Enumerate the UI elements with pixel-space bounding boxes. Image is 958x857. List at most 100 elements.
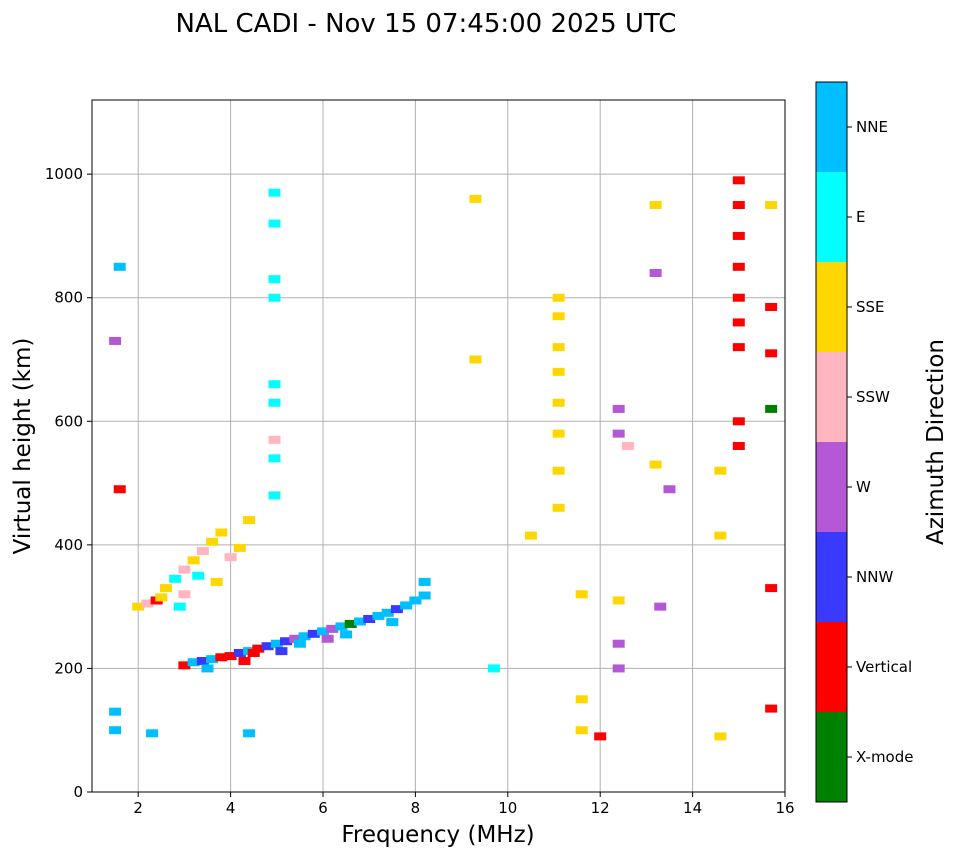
data-point	[317, 627, 329, 636]
data-point	[206, 655, 219, 664]
data-point	[224, 652, 237, 661]
data-point	[224, 553, 237, 562]
x-tick-label: 2	[133, 799, 143, 817]
data-point	[132, 602, 145, 611]
colorbar-tick-label: Vertical	[856, 658, 912, 676]
colorbar: X-mode Vertical NNW W SSW SSE E NNE	[815, 81, 913, 803]
data-point	[612, 404, 625, 413]
data-point	[187, 556, 200, 565]
data-point	[201, 664, 214, 673]
data-point	[192, 571, 205, 580]
data-point	[552, 343, 565, 352]
x-tick-label: 8	[411, 799, 421, 817]
data-point	[268, 435, 281, 444]
data-point	[469, 355, 482, 364]
data-point	[215, 528, 228, 537]
data-point	[293, 639, 306, 648]
x-tick-label: 14	[683, 799, 702, 817]
chart-title: NAL CADI - Nov 15 07:45:00 2025 UTC	[176, 9, 677, 39]
data-point	[340, 630, 353, 639]
data-point	[612, 596, 625, 605]
x-tick-label: 4	[226, 799, 236, 817]
colorbar-segment	[816, 712, 847, 802]
data-point	[335, 622, 348, 631]
data-point	[252, 644, 265, 653]
data-point	[275, 647, 288, 656]
colorbar-segment	[816, 352, 847, 442]
data-point	[113, 262, 126, 271]
y-tick-label: 400	[54, 536, 83, 554]
data-point	[268, 398, 281, 407]
data-point	[765, 404, 778, 413]
data-point	[344, 619, 357, 628]
x-tick-label: 10	[498, 799, 517, 817]
data-point	[146, 729, 159, 738]
data-point	[268, 491, 281, 500]
data-point	[714, 466, 727, 475]
data-point	[321, 634, 334, 643]
x-axis-label: Frequency (MHz)	[341, 822, 534, 848]
data-point	[243, 729, 256, 738]
data-point	[765, 349, 778, 358]
data-point	[732, 417, 745, 426]
x-tick-label: 16	[775, 799, 794, 817]
data-point	[552, 503, 565, 512]
plot-frame	[91, 99, 786, 793]
data-point	[575, 726, 588, 735]
data-point	[765, 201, 778, 210]
colorbar-segment	[816, 262, 847, 352]
x-tick-label: 12	[591, 799, 610, 817]
data-point	[113, 485, 126, 494]
colorbar-segment	[816, 622, 847, 712]
data-point	[732, 318, 745, 327]
colorbar-segment	[816, 172, 847, 262]
data-point	[575, 695, 588, 704]
data-point	[268, 275, 281, 284]
data-point	[487, 664, 500, 673]
data-point	[732, 231, 745, 240]
colorbar-tick-label: W	[856, 478, 871, 496]
data-point	[268, 219, 281, 228]
data-point	[418, 591, 431, 600]
data-point	[206, 537, 219, 546]
data-point	[159, 584, 172, 593]
y-axis-label: Virtual height (km)	[10, 338, 36, 555]
colorbar-label: Azimuth Direction	[923, 339, 949, 545]
data-point	[621, 442, 634, 450]
x-tick-label: 6	[318, 799, 328, 817]
data-point	[109, 336, 122, 345]
data-point	[575, 590, 588, 599]
data-point	[289, 634, 302, 643]
colorbar-tick-label: NNW	[856, 568, 893, 586]
data-point	[233, 648, 246, 657]
data-point	[612, 664, 625, 673]
data-point	[268, 293, 281, 302]
data-point	[552, 429, 565, 438]
data-point	[409, 596, 422, 605]
data-point	[268, 380, 281, 389]
data-point	[247, 648, 260, 657]
data-point	[109, 726, 122, 735]
y-tick-label: 800	[54, 289, 83, 307]
data-point	[649, 201, 662, 210]
data-point	[663, 485, 676, 494]
data-point	[307, 629, 320, 638]
data-point	[353, 617, 366, 626]
data-point	[270, 639, 283, 648]
data-point	[765, 302, 778, 311]
data-point	[552, 398, 565, 407]
data-point	[187, 658, 200, 667]
data-point	[714, 531, 727, 540]
colorbar-tick-label: SSW	[856, 388, 890, 406]
data-point	[173, 602, 186, 611]
data-point	[169, 574, 182, 583]
data-point	[552, 466, 565, 475]
data-point	[552, 293, 565, 302]
data-point	[196, 547, 209, 556]
colorbar-tick-label: E	[856, 208, 865, 226]
x-axis-ticks: 2 4 6 8 10 12 14 16	[133, 792, 795, 817]
data-point	[732, 176, 745, 185]
data-point	[268, 188, 281, 197]
data-point	[381, 608, 394, 617]
